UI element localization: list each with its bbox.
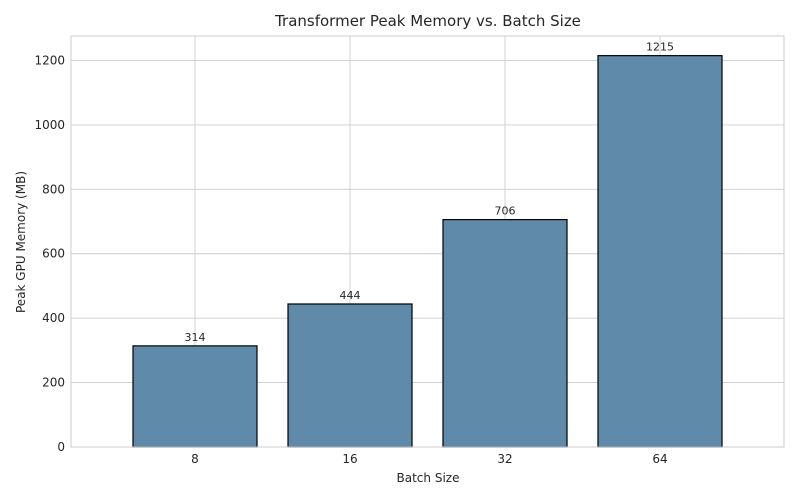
chart-title: Transformer Peak Memory vs. Batch Size	[274, 12, 581, 30]
data-label: 314	[185, 331, 206, 344]
y-tick-label: 1000	[34, 118, 65, 132]
y-tick-label: 200	[42, 376, 65, 390]
x-tick-label: 8	[191, 452, 199, 466]
bar	[597, 55, 723, 448]
plot-frame	[70, 35, 785, 448]
data-label: 1215	[646, 41, 674, 54]
bar	[442, 218, 568, 448]
data-label: 444	[340, 289, 361, 302]
y-tick-label: 600	[42, 247, 65, 261]
bar	[287, 303, 413, 448]
y-tick-label: 800	[42, 182, 65, 196]
x-axis-label: Batch Size	[397, 471, 460, 485]
x-tick-label: 32	[497, 452, 512, 466]
tick-labels: 0 200 400 600 800 1000 1200 8 16 32 64	[34, 53, 667, 466]
y-axis-label: Peak GPU Memory (MB)	[14, 171, 28, 313]
x-tick-label: 64	[652, 452, 667, 466]
bar	[132, 345, 258, 448]
x-tick-label: 16	[342, 452, 357, 466]
y-tick-label: 0	[57, 440, 65, 454]
data-label: 706	[495, 205, 516, 218]
bars	[132, 55, 723, 448]
y-tick-label: 1200	[34, 53, 65, 67]
y-tick-label: 400	[42, 311, 65, 325]
data-labels: 314 444 706 1215	[185, 41, 675, 344]
